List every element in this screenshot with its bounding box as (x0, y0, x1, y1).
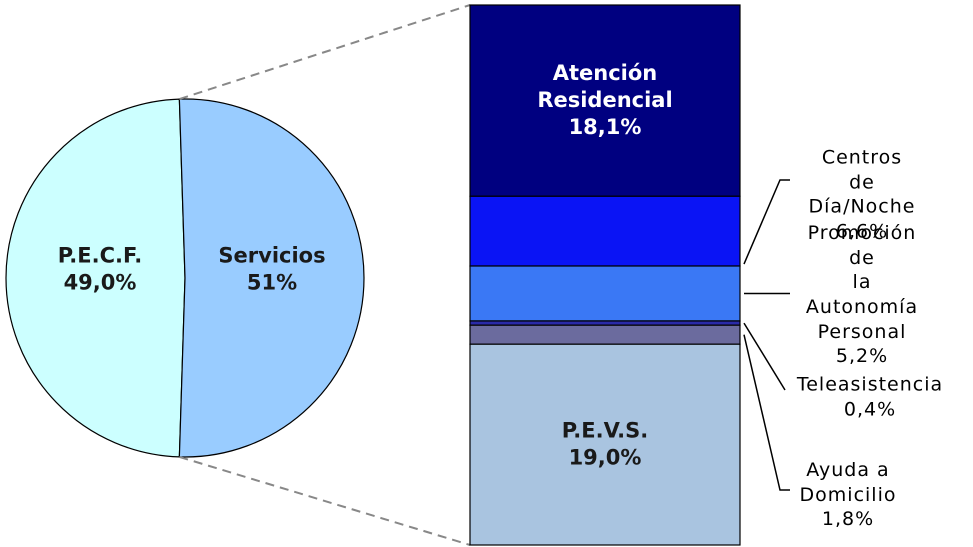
pie-label: P.E.C.F. 49,0% (58, 243, 142, 298)
label-value: 5,2% (835, 345, 889, 368)
label-value: 6,6% (835, 220, 889, 243)
segment-label: Promoción de la Autonomía Personal 5,2% (806, 221, 918, 369)
leader-line (743, 179, 790, 265)
label-name: Atención Residencial (537, 60, 673, 112)
label-name: Servicios (218, 243, 326, 268)
label-value: 0,4% (843, 398, 897, 420)
bar-segment (469, 343, 741, 546)
segment-label: Centros de Día/Noche 6,6% (807, 146, 918, 245)
pie-slice (178, 98, 365, 458)
label-name: Ayuda a Domicilio (799, 458, 897, 506)
segment-label: Teleasistencia 0,4% (797, 372, 943, 421)
bar-segment (469, 324, 741, 345)
leader-line (743, 334, 790, 491)
label-name: Teleasistencia (796, 373, 944, 396)
connector (179, 455, 471, 546)
label-value: 18,1% (568, 115, 642, 140)
label-name: Promoción de la Autonomía Personal (805, 221, 919, 343)
connector (179, 4, 471, 101)
leader-line (743, 322, 786, 391)
label-name: P.E.V.S. (561, 418, 649, 443)
label-value: 1,8% (821, 508, 875, 531)
segment-label: Atención Residencial 18,1% (537, 60, 672, 142)
label-value: 19,0% (568, 445, 642, 470)
bar-segment (469, 195, 741, 267)
label-name: Centros de Día/Noche (808, 146, 916, 218)
bar-segment (469, 320, 741, 326)
bar-segment (469, 4, 741, 197)
segment-label: P.E.V.S. 19,0% (562, 417, 648, 472)
segment-label: Ayuda a Domicilio 1,8% (800, 458, 897, 532)
label-value: 51% (246, 271, 298, 295)
pie-label: Servicios 51% (218, 243, 325, 298)
label-name: P.E.C.F. (57, 243, 143, 268)
label-value: 49,0% (63, 271, 137, 295)
pie-slice (5, 98, 186, 458)
bar-segment (469, 265, 741, 322)
